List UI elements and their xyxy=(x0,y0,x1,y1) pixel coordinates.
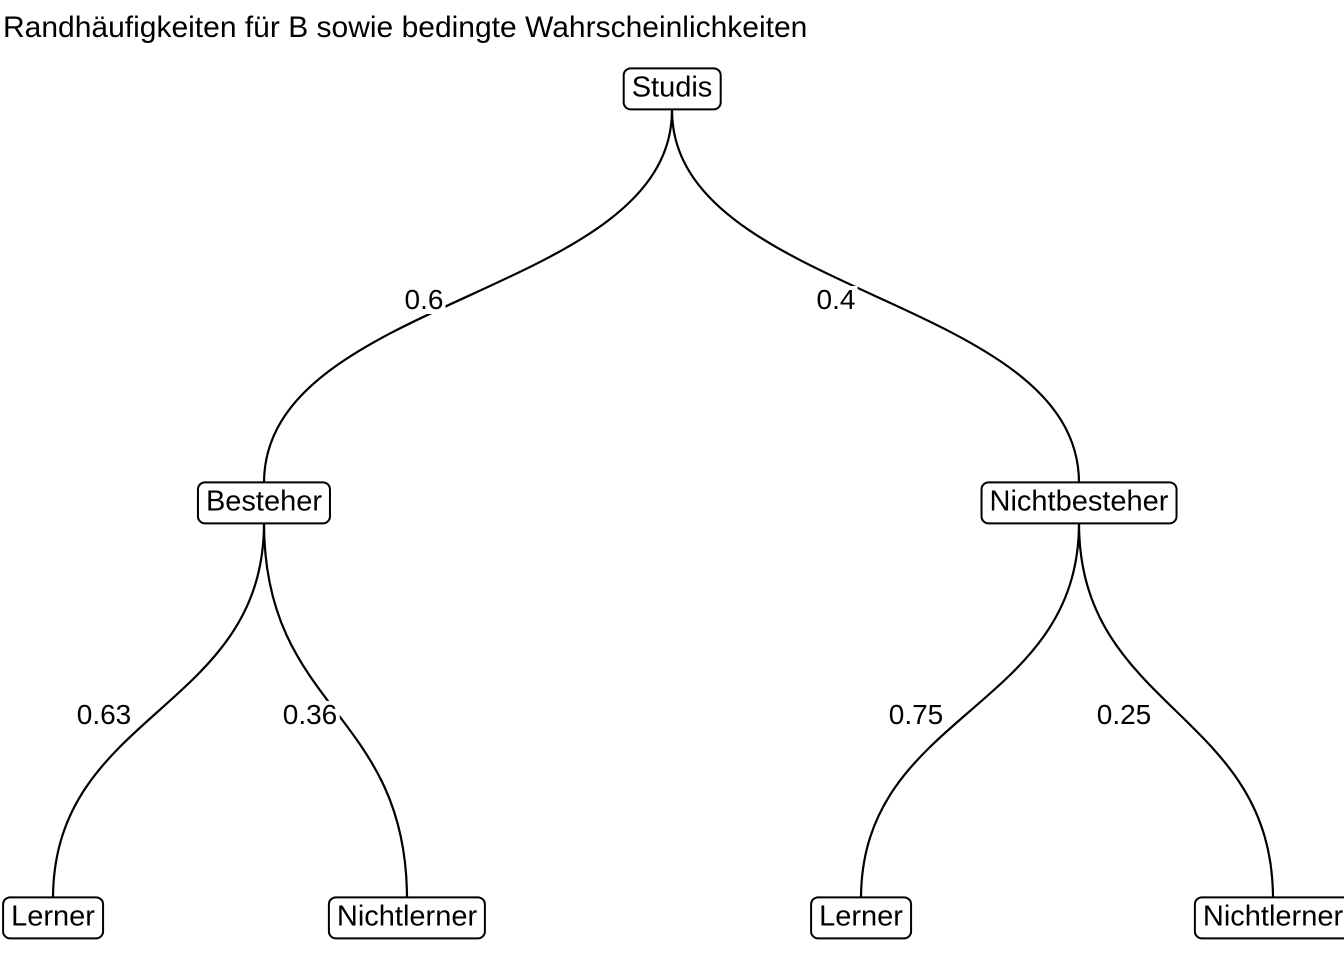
edge-probability-label-lerner-right: 0.75 xyxy=(886,699,946,730)
edge-probability-label-besteher: 0.6 xyxy=(402,284,446,315)
edge-nichtbesteher-lerner xyxy=(859,521,1081,901)
edge-nichtbesteher-nichtlerner xyxy=(1077,521,1275,901)
edge-probability-label-nichtlerner-left: 0.36 xyxy=(280,699,340,730)
edge-studis-nichtbesteher xyxy=(670,108,1081,485)
node-besteher: Besteher xyxy=(196,481,332,525)
node-nichtlerner-right: Nichtlerner xyxy=(1193,896,1344,940)
node-nichtlerner-left: Nichtlerner xyxy=(327,896,487,940)
edge-studis-besteher xyxy=(262,108,674,485)
node-lerner-right: Lerner xyxy=(810,896,912,940)
node-nichtbesteher: Nichtbesteher xyxy=(980,481,1178,525)
node-lerner-left: Lerner xyxy=(2,896,104,940)
node-studis: Studis xyxy=(622,67,722,111)
edge-probability-label-nichtlerner-right: 0.25 xyxy=(1094,699,1154,730)
edge-besteher-lerner xyxy=(51,521,266,901)
diagram-title: Randhäufigkeiten für B sowie bedingte Wa… xyxy=(3,11,808,44)
edge-probability-label-nichtbesteher: 0.4 xyxy=(814,284,858,315)
edge-probability-label-lerner-left: 0.63 xyxy=(74,699,134,730)
